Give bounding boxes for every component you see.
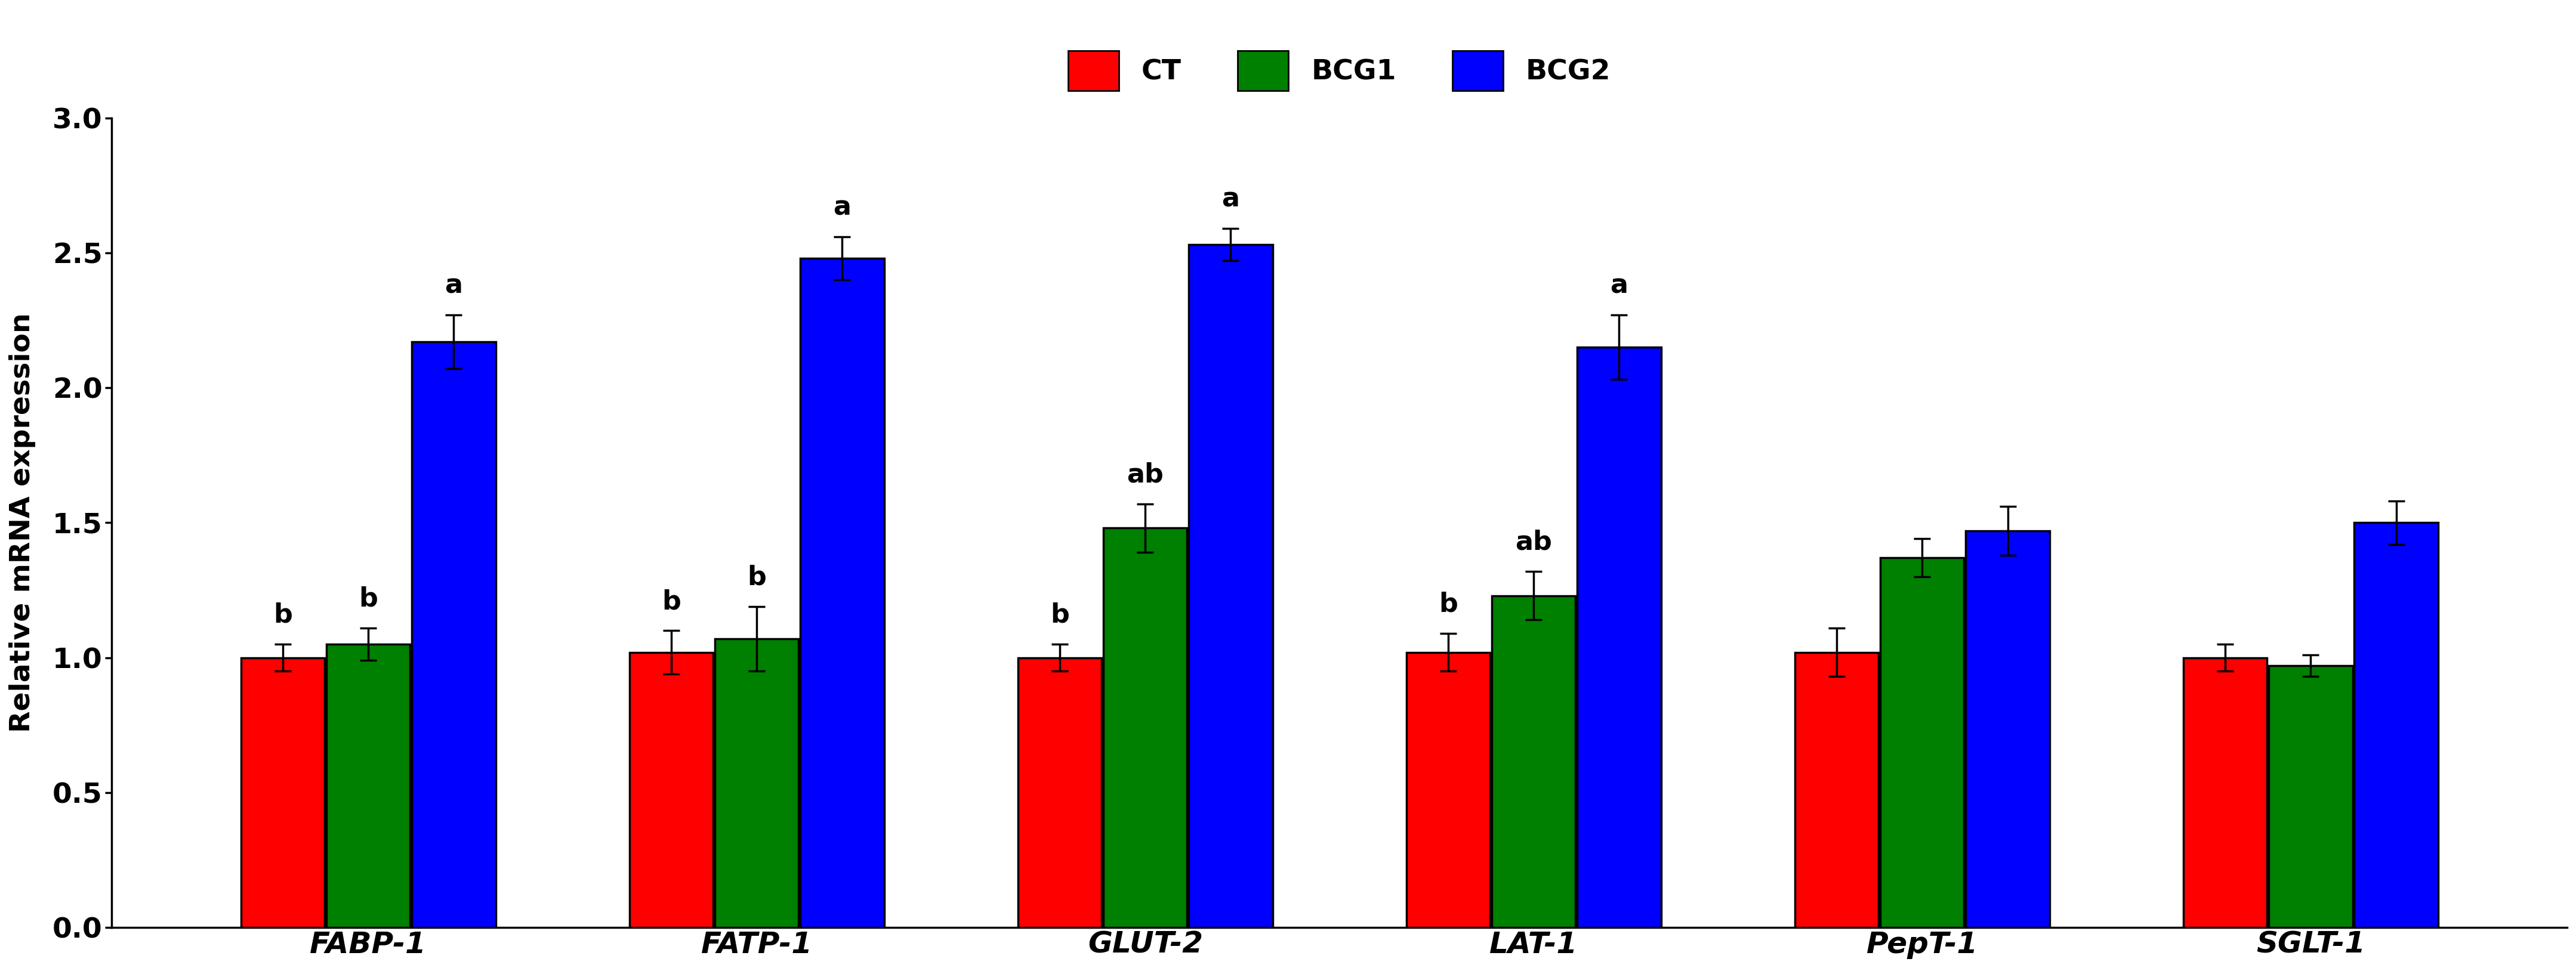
Bar — [1103, 529, 1188, 927]
Text: ab: ab — [1126, 462, 1164, 488]
Text: b: b — [358, 586, 379, 612]
Text: b: b — [662, 589, 680, 615]
Bar — [801, 258, 884, 927]
Text: a: a — [832, 195, 850, 221]
Bar — [327, 644, 410, 927]
Bar — [629, 652, 714, 927]
Bar — [2269, 666, 2352, 927]
Text: b: b — [1051, 602, 1069, 628]
Text: b: b — [747, 564, 765, 590]
Text: b: b — [1440, 591, 1458, 618]
Text: a: a — [1221, 187, 1239, 212]
Bar — [412, 342, 495, 927]
Bar — [1492, 595, 1577, 927]
Bar — [2354, 523, 2437, 927]
Text: a: a — [446, 273, 464, 299]
Text: a: a — [1610, 273, 1628, 299]
Bar — [2184, 657, 2267, 927]
Legend: CT, BCG1, BCG2: CT, BCG1, BCG2 — [1069, 51, 1610, 91]
Y-axis label: Relative mRNA expression: Relative mRNA expression — [8, 313, 36, 733]
Bar — [1188, 245, 1273, 927]
Bar — [1795, 652, 1878, 927]
Bar — [1965, 530, 2050, 927]
Bar — [716, 639, 799, 927]
Bar — [1577, 348, 1662, 927]
Bar — [1018, 657, 1103, 927]
Text: b: b — [273, 602, 291, 628]
Text: ab: ab — [1515, 529, 1553, 555]
Bar — [1406, 652, 1489, 927]
Bar — [1880, 558, 1963, 927]
Bar — [242, 657, 325, 927]
